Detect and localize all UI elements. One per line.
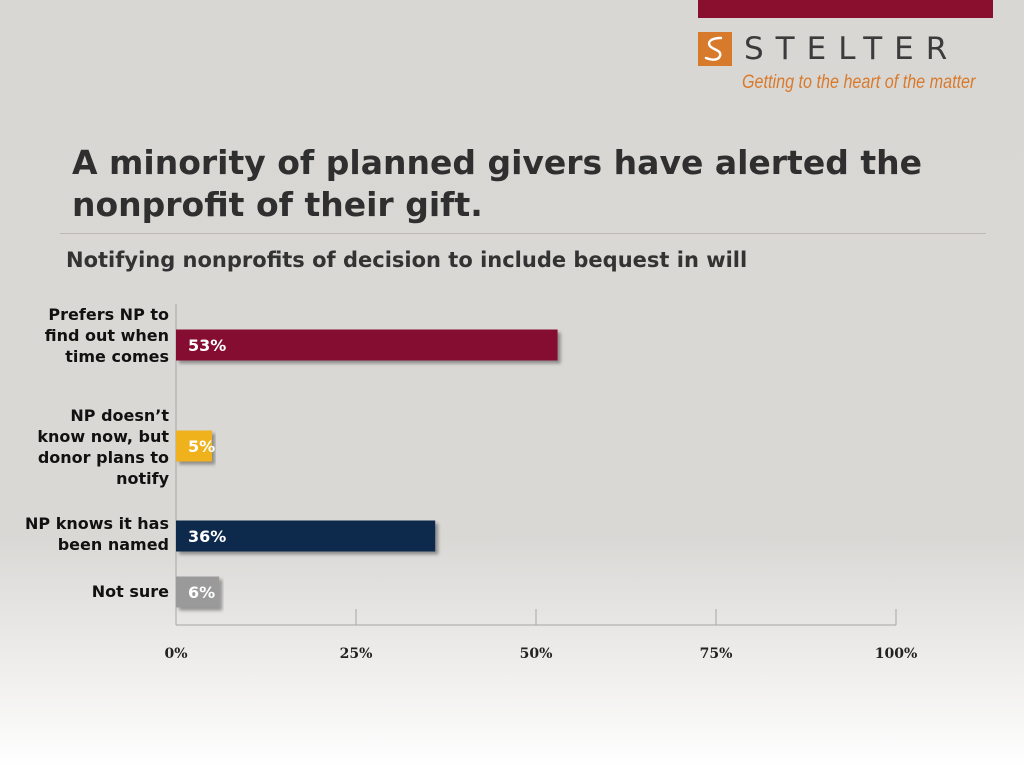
bar-value-label: 36% xyxy=(188,527,226,546)
title-divider xyxy=(60,233,986,234)
x-tick-label: 100% xyxy=(875,646,918,662)
category-label-prefers-np-to-find-out: Prefers NP to find out when time comes xyxy=(44,305,169,366)
stelter-s-logo-icon xyxy=(698,32,732,66)
bar-value-label: 5% xyxy=(188,437,215,456)
bar xyxy=(176,576,220,608)
brand-accent-bar xyxy=(698,0,993,18)
category-label-not-sure: Not sure xyxy=(91,582,169,601)
brand-name: STELTER xyxy=(744,31,960,67)
chart-title: Notifying nonprofits of decision to incl… xyxy=(66,248,748,272)
category-label-np-doesnt-know: NP doesn’t know now, but donor plans to … xyxy=(37,406,169,488)
x-tick-label: 0% xyxy=(164,646,187,662)
bar xyxy=(176,329,558,361)
category-label-np-knows: NP knows it has been named xyxy=(25,514,169,554)
brand-tagline: Getting to the heart of the matter xyxy=(742,72,976,93)
bar-value-label: 53% xyxy=(188,336,226,355)
bar xyxy=(176,520,436,552)
bar xyxy=(176,430,212,462)
x-tick-label: 50% xyxy=(520,646,553,662)
bar-value-label: 6% xyxy=(188,583,215,602)
x-tick-label: 75% xyxy=(700,646,733,662)
x-tick-label: 25% xyxy=(340,646,373,662)
slide-title: A minority of planned givers have alerte… xyxy=(72,143,922,224)
